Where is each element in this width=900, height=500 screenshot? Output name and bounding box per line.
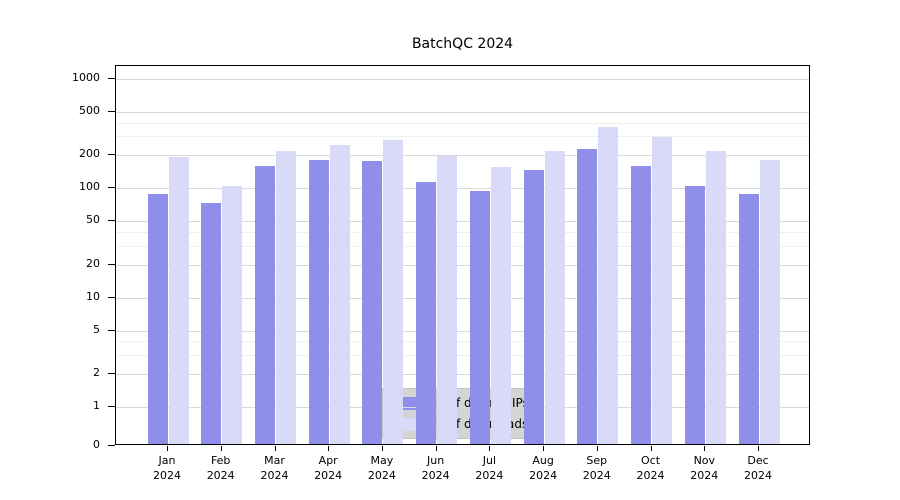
y-tick-label: 200 [79, 147, 100, 161]
x-tick [167, 446, 168, 451]
bar-downloads-sep [598, 126, 619, 444]
bar-ips-may [362, 161, 383, 444]
y-tick [108, 110, 115, 112]
y-tick [108, 263, 115, 265]
x-tick-label-aug: Aug 2024 [529, 454, 558, 482]
y-tick-label: 2 [93, 366, 100, 380]
bar-ips-jun [416, 181, 437, 444]
x-tick [543, 446, 545, 451]
bar-downloads-jan [168, 157, 189, 444]
bar-downloads-aug [544, 151, 565, 444]
x-tick-label-dec: Dec 2024 [744, 454, 772, 482]
gridline-minor [116, 122, 809, 124]
bar-downloads-feb [222, 186, 243, 444]
plot-area: Nb of distinct IPsNb of downloads [115, 65, 810, 445]
x-tick [650, 446, 652, 451]
x-tick [596, 446, 598, 451]
x-tick [274, 446, 276, 451]
bar-ips-jan [147, 194, 168, 444]
bar-ips-aug [523, 170, 544, 444]
y-tick-label: 0 [93, 438, 100, 451]
x-tick [220, 446, 222, 451]
y-tick-label: 1 [93, 399, 100, 412]
bar-ips-apr [308, 159, 329, 444]
gridline-minor [116, 231, 809, 233]
x-tick-label-nov: Nov 2024 [690, 454, 719, 482]
bar-downloads-dec [759, 159, 780, 444]
x-tick [704, 446, 706, 451]
bar-downloads-mar [276, 151, 296, 444]
y-tick-label: 1000 [72, 71, 100, 84]
x-tick-label-mar: Mar 2024 [260, 454, 289, 482]
y-tick-label: 10 [86, 289, 100, 303]
x-tick [381, 446, 383, 451]
x-tick-label-oct: Oct 2024 [636, 454, 665, 482]
gridline-major [116, 188, 809, 190]
x-tick [328, 446, 330, 451]
bar-downloads-nov [705, 151, 726, 444]
gridline-minor [116, 245, 809, 247]
x-tick-label-sep: Sep 2024 [582, 454, 611, 482]
x-tick-label-feb: Feb 2024 [206, 454, 235, 482]
x-tick-label-jun: Jun 2024 [421, 454, 450, 482]
gridline-major [116, 374, 809, 376]
y-tick [108, 154, 115, 156]
chart-legend: Nb of distinct IPsNb of downloads [381, 388, 544, 439]
x-tick [435, 446, 437, 451]
gridline-major [116, 297, 809, 299]
bar-ips-dec [738, 194, 759, 444]
y-tick [108, 445, 115, 446]
bar-downloads-apr [329, 144, 350, 444]
bar-ips-oct [631, 165, 651, 444]
x-tick [489, 446, 491, 451]
y-tick [108, 373, 115, 375]
x-tick-label-jul: Jul 2024 [475, 454, 504, 482]
y-tick [108, 187, 115, 189]
y-tick-label: 5 [93, 322, 100, 336]
y-tick-label: 20 [86, 256, 100, 270]
gridline-minor [116, 354, 809, 356]
gridline-major [116, 264, 809, 266]
gridline-major [116, 221, 809, 223]
bar-ips-feb [201, 203, 222, 444]
gridline-major [116, 407, 809, 408]
bar-ips-mar [255, 165, 275, 444]
gridline-major [116, 155, 809, 157]
gridline-major [116, 79, 809, 80]
y-tick [108, 78, 115, 79]
x-tick-label-jan: Jan 2024 [153, 454, 181, 482]
x-tick-label-apr: Apr 2024 [314, 454, 343, 482]
y-tick [108, 296, 115, 298]
bar-ips-sep [577, 148, 598, 444]
gridline-major [116, 111, 809, 113]
bar-downloads-jun [437, 155, 458, 444]
bar-downloads-jul [490, 167, 511, 444]
gridline-minor [116, 341, 809, 343]
bar-ips-jul [469, 191, 490, 444]
y-tick-label: 500 [79, 103, 100, 117]
y-tick-label: 100 [79, 180, 100, 194]
bar-downloads-may [383, 140, 404, 444]
y-tick-label: 50 [86, 213, 100, 227]
y-tick [108, 406, 115, 407]
gridline-minor [116, 136, 809, 138]
y-tick [108, 329, 115, 331]
x-tick-label-may: May 2024 [367, 454, 396, 482]
x-tick [758, 446, 759, 451]
bar-downloads-oct [652, 136, 672, 444]
chart-title: BatchQC 2024 [411, 36, 514, 52]
bar-ips-nov [684, 186, 705, 444]
gridline-major [116, 330, 809, 332]
y-tick [108, 220, 115, 222]
